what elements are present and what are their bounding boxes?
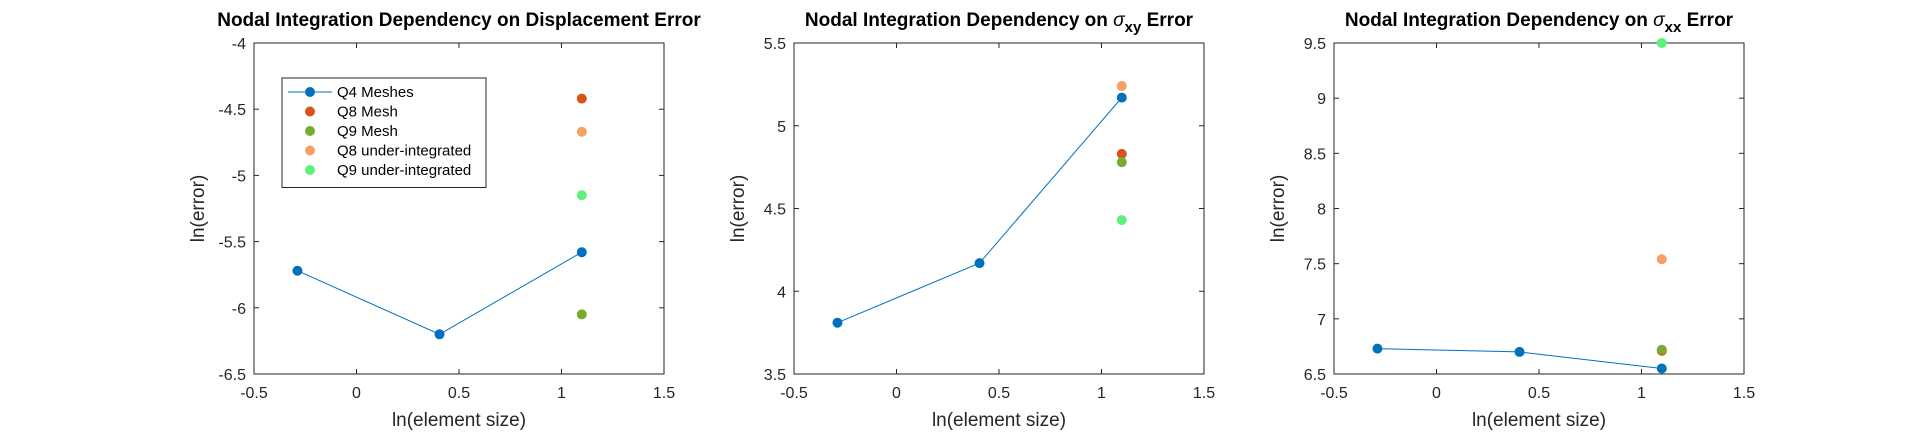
chart-title-tail: Error	[1681, 10, 1733, 31]
x-tick-label: 0.5	[448, 385, 470, 402]
data-point-q9	[1116, 157, 1127, 168]
legend-entry: Q9 Mesh	[337, 123, 398, 140]
x-tick-label: 0.5	[988, 385, 1010, 402]
y-axis-label: ln(error)	[188, 175, 209, 243]
chart-title-subscript: xy	[1125, 19, 1142, 36]
x-tick-label: 1	[557, 385, 566, 402]
legend-entry: Q8 Mesh	[337, 104, 398, 121]
x-tick-label: 0	[892, 385, 901, 402]
data-point-q4	[832, 317, 843, 328]
y-tick-label: 6.5	[1304, 367, 1326, 384]
chart-panel-2: -0.5 0 0.5 1 1.5 3.5 4 4.5 5 5.5 ln(element size) l…	[728, 10, 1215, 431]
y-tick-label: -5.5	[218, 235, 246, 252]
legend-entry: Q8 under-integrated	[337, 143, 471, 160]
data-point-q4	[1656, 363, 1667, 374]
y-tick-label: 3.5	[764, 367, 786, 384]
chart-title-subscript: xx	[1665, 19, 1682, 36]
y-tick-label: 9.5	[1304, 36, 1326, 53]
chart-title-text: Nodal Integration Dependency on	[805, 10, 1113, 31]
x-tick-label: -0.5	[240, 385, 268, 402]
data-point-q9u	[576, 190, 587, 201]
data-point-q4	[1116, 92, 1127, 103]
x-tick-label: 1.5	[1193, 385, 1215, 402]
x-tick-label: 1	[1097, 385, 1106, 402]
chart-title: Nodal Integration Dependency on Displace…	[217, 10, 701, 31]
data-point-q8u	[1116, 81, 1127, 92]
legend-box	[281, 77, 487, 188]
legend-marker	[305, 106, 315, 117]
chart-title-symbol: σ	[1653, 10, 1666, 31]
legend-marker	[305, 87, 315, 97]
chart-title: Nodal Integration Dependency on σxx Erro…	[1345, 10, 1734, 36]
y-tick-label: 7.5	[1304, 257, 1326, 274]
data-point-q4	[974, 258, 985, 269]
legend-entry: Q9 under-integrated	[337, 162, 471, 179]
y-tick-label: -5	[232, 168, 246, 185]
chart-title: Nodal Integration Dependency on σxy Erro…	[805, 10, 1194, 36]
data-point-q9	[576, 309, 587, 320]
data-point-q9u	[1656, 38, 1667, 48]
y-tick-label: -4.5	[218, 102, 246, 119]
data-point-q4	[576, 247, 587, 258]
y-axis-label: ln(error)	[728, 175, 749, 243]
chart-title-text: Nodal Integration Dependency on	[1345, 10, 1653, 31]
legend: Q4 Meshes Q8 Mesh Q9 Mesh Q8 under-integrat…	[281, 77, 487, 188]
plot-area	[793, 42, 1205, 375]
y-tick-label: 4.5	[764, 202, 786, 219]
y-tick-label: 5	[777, 119, 786, 136]
x-tick-label: 1	[1637, 385, 1646, 402]
legend-entry: Q4 Meshes	[337, 84, 414, 101]
data-point-q4	[292, 265, 303, 276]
data-point-q8u	[576, 126, 587, 137]
data-point-q9	[1656, 344, 1667, 355]
x-tick-label: -0.5	[1320, 385, 1348, 402]
data-point-q8	[1116, 148, 1127, 159]
x-tick-label: 0	[1432, 385, 1441, 402]
x-tick-label: 1.5	[653, 385, 675, 402]
plot-area	[1333, 42, 1745, 375]
x-tick-label: 0	[352, 385, 361, 402]
x-axis-label: ln(element size)	[392, 410, 526, 431]
data-point-q4	[1372, 343, 1383, 354]
y-tick-label: 8	[1317, 202, 1326, 219]
y-tick-label: 4	[777, 284, 786, 301]
chart-title-text: Nodal Integration Dependency on Displace…	[217, 10, 701, 31]
legend-marker	[305, 126, 315, 136]
data-point-q8u	[1656, 254, 1667, 265]
y-tick-label: 9	[1317, 91, 1326, 108]
x-axis-label: ln(element size)	[1472, 410, 1606, 431]
data-point-q4	[1514, 346, 1525, 357]
y-tick-label: 8.5	[1304, 146, 1326, 163]
data-point-q8	[576, 93, 587, 104]
chart-title-symbol: σ	[1113, 10, 1126, 31]
chart-title-tail: Error	[1141, 10, 1193, 31]
data-point-q9u	[1116, 215, 1127, 226]
chart-panel-3: -0.5 0 0.5 1 1.5 6.5 7 7.5 8 8.5 9 9.5 ln(element si…	[1268, 10, 1755, 431]
y-tick-label: 7	[1317, 312, 1326, 329]
legend-marker	[305, 165, 315, 175]
x-tick-label: -0.5	[780, 385, 808, 402]
y-axis-label: ln(error)	[1268, 175, 1289, 243]
chart-panel-1: -0.5 0 0.5 1 1.5 -6.5 -6 -5.5 -5 -4.5 -4 ln(element…	[188, 10, 701, 431]
x-tick-label: 1.5	[1733, 385, 1755, 402]
data-point-q4	[434, 329, 445, 340]
y-tick-label: 5.5	[764, 36, 786, 53]
x-axis-label: ln(element size)	[932, 410, 1066, 431]
x-tick-label: 0.5	[1528, 385, 1550, 402]
y-tick-label: -6.5	[218, 367, 246, 384]
legend-marker	[305, 145, 315, 156]
y-tick-label: -6	[232, 301, 246, 318]
y-tick-label: -4	[232, 36, 246, 53]
